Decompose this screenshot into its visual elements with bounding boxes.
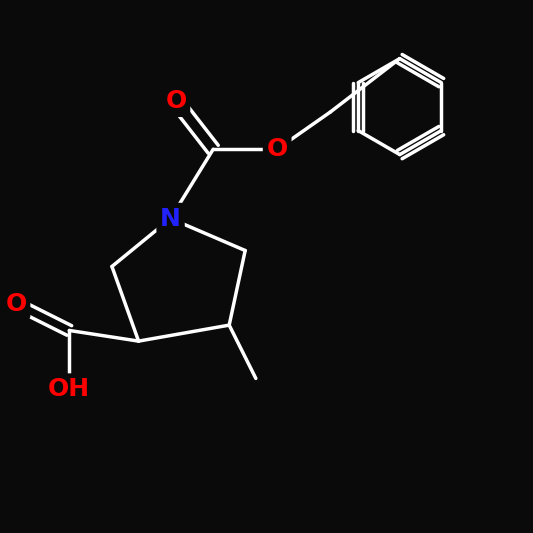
Text: O: O [5,292,27,316]
Text: N: N [160,206,181,231]
Text: O: O [165,89,187,114]
Text: O: O [266,137,288,161]
Text: OH: OH [48,377,91,401]
